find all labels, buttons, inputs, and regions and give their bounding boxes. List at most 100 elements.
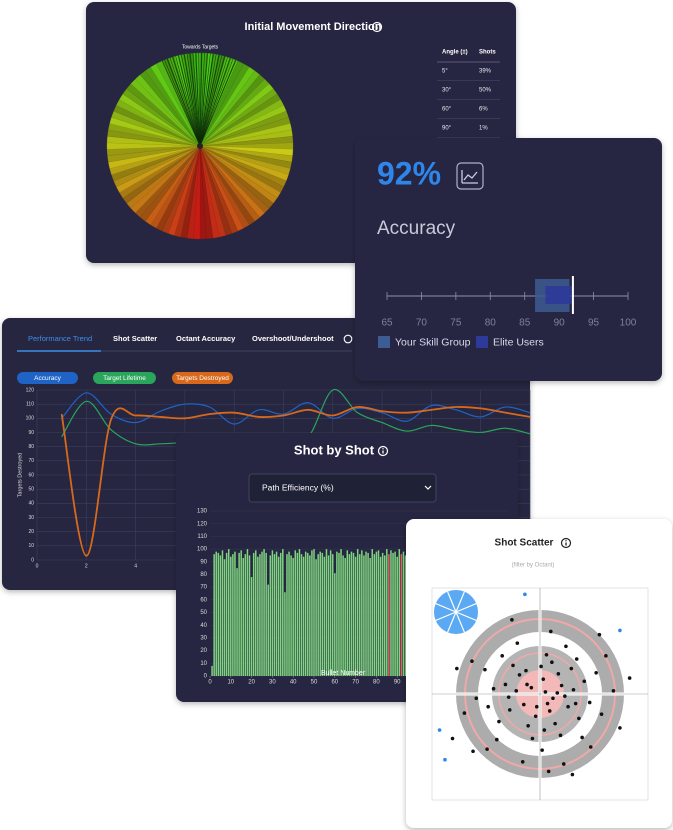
select-box[interactable] [248, 473, 437, 503]
bar [279, 552, 282, 676]
scatter-point [534, 704, 539, 709]
scatter-point [588, 745, 593, 749]
x-tick-label: 80 [373, 680, 380, 686]
bar [348, 554, 351, 676]
table-cell: 50% [479, 88, 492, 94]
pie-ray [199, 54, 217, 147]
table-header: Shots [479, 50, 496, 56]
x-axis-label: Bullet Number [321, 670, 366, 677]
scatter-point [563, 694, 567, 698]
y-tick-label: 20 [200, 648, 207, 654]
scatter-point [594, 671, 598, 675]
tab[interactable]: Performance Trend [28, 334, 92, 343]
pie-ray [199, 60, 237, 147]
y-tick-label: 50 [200, 610, 207, 616]
bar [346, 550, 349, 676]
info-icon [560, 537, 572, 549]
bar [404, 555, 407, 676]
scatter-point [559, 683, 564, 688]
chart-icon-button[interactable] [456, 162, 484, 190]
bar [242, 557, 245, 676]
bar [338, 552, 340, 676]
octant-divider [447, 591, 457, 613]
table-cell: 39% [479, 69, 492, 75]
scatter-point [520, 760, 525, 764]
scatter-point [443, 757, 447, 762]
bar [402, 551, 405, 676]
x-tick-label: 50 [311, 680, 318, 686]
scatter-point [570, 772, 575, 777]
octant-divider [435, 611, 457, 621]
legend-pill[interactable] [93, 372, 156, 384]
legend-pill[interactable] [17, 372, 78, 384]
pie-ray [199, 53, 214, 147]
y-tick-label: 110 [197, 534, 207, 540]
range-band [545, 286, 572, 304]
scatter-point [506, 695, 511, 699]
bar [325, 549, 328, 676]
bar [369, 557, 371, 676]
scatter-point [574, 657, 579, 661]
pie-center [197, 143, 203, 149]
bar [367, 552, 369, 676]
table-cell: 60° [442, 107, 452, 113]
bar [307, 552, 309, 676]
scatter-point [569, 666, 574, 671]
bar [381, 552, 384, 676]
card-background [355, 138, 662, 381]
tab[interactable]: Shot Scatter [113, 334, 157, 343]
y-tick-label: 90 [28, 430, 34, 436]
accuracy-card: 92% Accuracy 65 70 75 80 85 90 95 100 Your Skill G… [355, 138, 662, 381]
scatter-point [507, 708, 512, 712]
octant-divider [447, 611, 457, 633]
y-tick-label: 100 [197, 547, 208, 553]
octant-filter[interactable] [434, 590, 478, 634]
scatter-point [541, 677, 546, 681]
x-tick-label: 70 [352, 680, 359, 686]
bar [359, 554, 361, 676]
x-tick-label: 85 [519, 318, 531, 329]
card-subtitle: (filter by Octant) [512, 563, 555, 569]
octant-divider [455, 611, 465, 633]
scatter-point [497, 719, 501, 724]
bar [240, 550, 242, 676]
scatter-point [553, 721, 557, 726]
pie-ray [199, 58, 231, 147]
bar [277, 556, 280, 676]
select-value: Path Efficiency (%) [262, 482, 334, 492]
bar [373, 554, 376, 676]
scatter-point [618, 628, 622, 633]
info-icon [371, 21, 383, 33]
bar [271, 550, 274, 676]
tab[interactable]: Octant Accuracy [176, 334, 236, 343]
bar [356, 549, 359, 676]
bar [361, 550, 363, 676]
y-tick-label: 20 [28, 529, 34, 535]
bar [400, 554, 403, 676]
bar [263, 549, 265, 676]
x-tick-label: 10 [227, 680, 234, 686]
scatter-point [561, 762, 566, 766]
y-tick-label: 90 [200, 559, 207, 565]
scatter-point [573, 701, 578, 706]
legend-label: Target Lifetime [103, 375, 146, 382]
x-tick-label: 90 [394, 680, 401, 686]
tab[interactable]: Overshoot/Undershoot [252, 334, 334, 343]
movement-card: Initial Movement Direction Towards Target… [86, 2, 516, 263]
scatter-point [530, 736, 535, 741]
scatter-point [523, 592, 527, 597]
pie-label: Towards Targets [182, 44, 219, 50]
octant-divider [455, 611, 477, 621]
scatter-point [543, 690, 548, 694]
bar [227, 549, 230, 676]
y-tick-label: 30 [200, 636, 207, 642]
legend-swatch [476, 336, 488, 348]
shot-scatter-card: Shot Scatter (filter by Octant) [406, 519, 672, 828]
bar [219, 555, 222, 676]
octant-divider [435, 603, 457, 613]
legend-pill[interactable] [172, 372, 233, 384]
x-tick-label: 100 [620, 318, 637, 329]
scatter-point [618, 726, 622, 730]
